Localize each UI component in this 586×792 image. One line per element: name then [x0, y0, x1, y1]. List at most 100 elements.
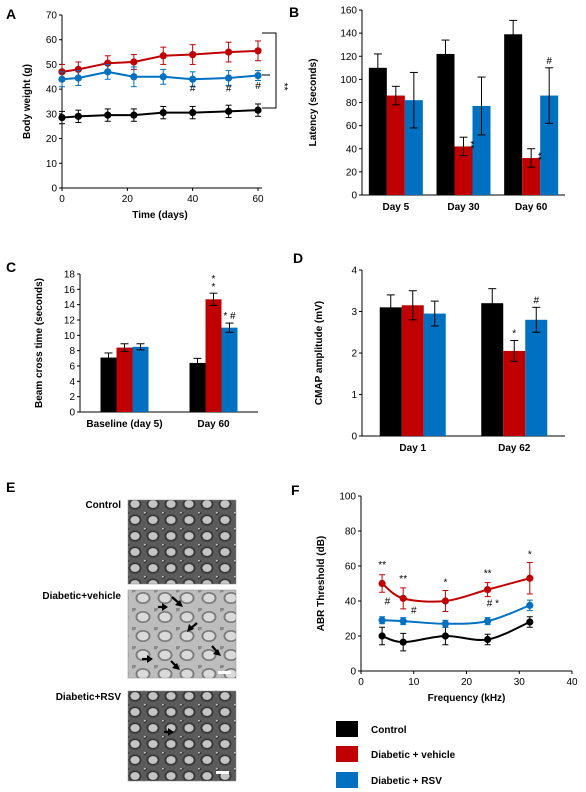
y-tick-label: 12	[64, 316, 76, 327]
data-point-diabetic-vehicle	[74, 65, 82, 73]
y-tick-label: 0	[51, 184, 57, 195]
legend-swatch-control	[336, 721, 358, 737]
category-label: Day 5	[382, 202, 409, 213]
category-label: Day 60	[197, 419, 230, 430]
y-tick-label: 3	[351, 307, 357, 318]
significance-marker: *	[512, 329, 516, 340]
significance-marker: **	[537, 152, 548, 160]
bar-diabetic-vehicle-day-60	[522, 158, 541, 195]
x-axis-title: Frequency (kHz)	[428, 693, 506, 704]
panel-e-micrographs: Control Diabetic+vehicle Diabetic+RSV	[42, 499, 237, 782]
y-tick-label: 4	[351, 266, 357, 277]
data-point-control	[526, 618, 534, 626]
y-axis-title: Body weight (g)	[22, 64, 33, 139]
y-axis-title: Beam cross time (seconds)	[34, 278, 45, 408]
legend: Control Diabetic + vehicle Diabetic + RS…	[336, 721, 456, 788]
significance-marker: **	[378, 560, 386, 571]
x-tick-label: 0	[358, 677, 364, 688]
y-tick-label: 20	[345, 632, 357, 643]
legend-label-diabetic-vehicle: Diabetic + vehicle	[371, 750, 456, 761]
scale-bar	[218, 671, 231, 674]
bar-diabetic-rsv-day-1	[423, 313, 446, 436]
data-point-diabetic-rsv	[104, 68, 112, 76]
bar-diabetic-vehicle-day-1	[401, 305, 424, 436]
x-tick-label: 20	[122, 194, 134, 205]
legend-swatch-diabetic-vehicle	[336, 746, 358, 762]
data-point-diabetic-rsv	[378, 616, 386, 624]
y-tick-label: 10	[64, 331, 76, 342]
y-tick-label: 2	[69, 392, 75, 403]
bar-control-day-30	[436, 53, 455, 195]
micrograph-diabetic-rsv	[127, 690, 237, 782]
x-tick-label: 30	[514, 677, 526, 688]
significance-marker: #	[533, 295, 539, 306]
bar-control-day-60	[504, 34, 523, 195]
significance-marker: *	[528, 549, 532, 560]
micrograph-diabetic-vehicle	[127, 589, 237, 679]
data-point-diabetic-rsv	[399, 617, 407, 625]
data-point-diabetic-vehicle	[104, 59, 112, 67]
data-point-control	[254, 106, 262, 114]
significance-marker: #	[226, 84, 232, 95]
panel-c-beam-cross-chart: 0 2 4 6 8 10 12 14 16 18 Beam cross time (seconds)…	[34, 270, 258, 430]
y-tick-label: 40	[346, 144, 358, 155]
y-axis-title: Latency (seconds)	[308, 59, 319, 147]
y-tick-label: 0	[351, 432, 357, 443]
significance-marker: #	[255, 81, 261, 92]
data-point-diabetic-rsv	[189, 75, 197, 83]
y-tick-label: 18	[64, 270, 76, 281]
significance-marker: #	[385, 597, 391, 608]
legend-label-control: Control	[371, 725, 407, 736]
significance-bracket	[262, 32, 277, 109]
significance-marker: **	[399, 574, 407, 585]
bar-control-day-5	[368, 67, 387, 195]
arrow-icon	[187, 622, 198, 632]
data-point-diabetic-rsv	[159, 73, 167, 81]
x-tick-label: 60	[252, 194, 264, 205]
data-point-control	[441, 632, 449, 640]
bar-control-day-62	[481, 303, 504, 436]
data-point-control	[225, 107, 233, 115]
legend-label-diabetic-rsv: Diabetic + RSV	[371, 776, 442, 787]
significance-marker: #	[546, 56, 552, 67]
data-point-diabetic-rsv	[225, 74, 233, 82]
y-tick-label: 100	[339, 492, 356, 503]
y-tick-label: 16	[64, 285, 76, 296]
bar-diabetic-rsv-day-60	[221, 327, 238, 412]
y-axis-title: CMAP amplitude (mV)	[314, 301, 325, 405]
bar-diabetic-vehicle-day-60	[205, 299, 222, 412]
data-point-diabetic-vehicle	[484, 586, 492, 594]
y-tick-label: 60	[46, 35, 58, 46]
data-point-diabetic-rsv	[526, 601, 534, 609]
y-axis-title: ABR Threshold (dB)	[316, 536, 327, 632]
category-label: Day 1	[399, 443, 426, 454]
significance-marker: * #	[223, 311, 236, 322]
y-tick-label: 20	[46, 134, 58, 145]
y-tick-label: 50	[46, 60, 58, 71]
bar-diabetic-rsv-day-62	[525, 319, 548, 436]
data-point-diabetic-vehicle	[254, 47, 262, 55]
data-point-diabetic-vehicle	[225, 48, 233, 56]
bar-diabetic-rsv-day-60	[540, 95, 559, 195]
y-tick-label: 0	[351, 191, 357, 202]
micrograph-label-diabetic-vehicle: Diabetic+vehicle	[42, 591, 121, 602]
data-point-control	[104, 111, 112, 119]
significance-marker: **	[278, 83, 289, 91]
y-tick-label: 10	[46, 159, 58, 170]
data-point-control	[484, 635, 492, 644]
category-label: Baseline (day 5)	[86, 419, 162, 430]
y-tick-label: 140	[340, 29, 357, 40]
significance-marker: # *	[487, 598, 499, 609]
x-tick-label: 40	[566, 677, 578, 688]
category-label: Day 62	[498, 443, 531, 454]
data-point-diabetic-vehicle	[378, 579, 386, 588]
series-line-diabetic-vehicle	[61, 49, 259, 73]
y-tick-label: 120	[340, 52, 357, 63]
data-point-diabetic-rsv	[130, 73, 138, 81]
bar-diabetic-vehicle-day-62	[503, 350, 526, 436]
series-line-control	[61, 109, 259, 119]
data-point-diabetic-rsv	[254, 71, 262, 80]
data-point-diabetic-rsv	[58, 75, 66, 83]
data-point-diabetic-rsv	[74, 74, 82, 82]
bar-control-baseline-day-5	[100, 357, 117, 412]
